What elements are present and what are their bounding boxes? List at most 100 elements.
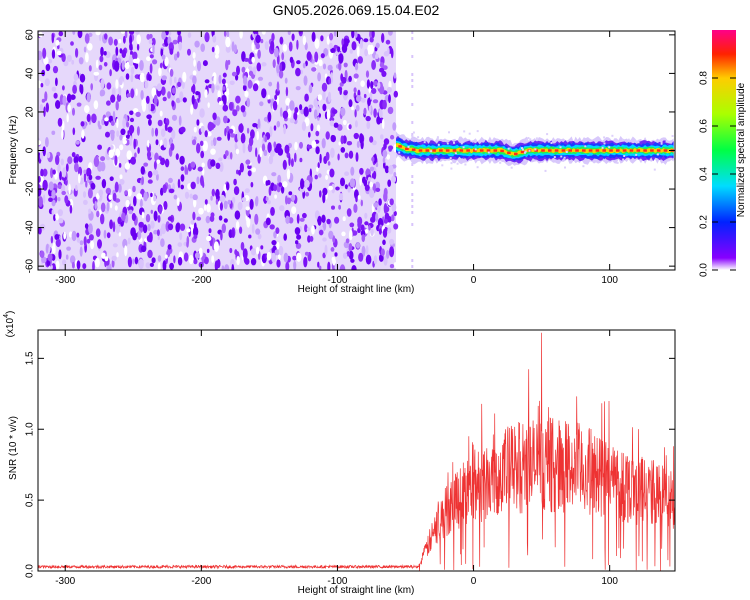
noise-blob: [147, 179, 153, 184]
snr-x-axis: -300 -200 -100 0 100: [55, 330, 618, 587]
noise-blob: [62, 259, 67, 266]
noise-blob: [39, 104, 44, 112]
noise-blob: [237, 130, 240, 142]
sparse-dot: [448, 131, 450, 134]
noise-blob: [51, 33, 55, 44]
noise-blob: [303, 75, 308, 86]
sparse-dot: [460, 142, 463, 145]
noise-blob: [327, 261, 331, 270]
noise-blob: [83, 46, 87, 53]
noise-blob: [159, 62, 163, 69]
signal-core-mark: [575, 149, 579, 152]
noise-blob: [349, 229, 353, 241]
noise-blob: [282, 181, 288, 188]
sparse-dot: [616, 161, 619, 164]
noise-blob: [38, 80, 42, 89]
noise-blob: [134, 256, 139, 265]
noise-blob: [344, 171, 350, 176]
noise-blob: [319, 153, 322, 164]
noise-blob: [368, 225, 371, 231]
noise-blob: [329, 42, 333, 49]
figure-title: GN05.2026.069.15.04.E02: [273, 2, 440, 18]
sparse-dot: [514, 142, 517, 145]
sparse-dot: [617, 140, 619, 143]
noise-blob: [42, 179, 48, 191]
noise-blob: [369, 44, 375, 55]
noise-blob: [210, 139, 214, 147]
noise-blob: [382, 99, 387, 110]
noise-blob: [305, 60, 308, 67]
noise-blob: [328, 230, 334, 240]
noise-blob: [162, 260, 167, 270]
noise-blob: [354, 120, 358, 128]
noise-blob: [314, 38, 320, 49]
noise-blob: [287, 31, 291, 36]
noise-blob: [346, 141, 353, 146]
noise-blob: [133, 138, 136, 150]
noise-blob: [155, 139, 159, 146]
noise-blob: [196, 119, 200, 126]
noise-blob: [257, 233, 262, 240]
noise-blob: [86, 238, 91, 244]
noise-blob: [192, 70, 197, 76]
noise-blob: [221, 78, 226, 85]
noise-blob: [345, 238, 350, 244]
noise-blob: [197, 166, 203, 172]
noise-blob: [380, 248, 385, 257]
noise-blob: [190, 104, 194, 115]
noise-blob: [296, 234, 302, 240]
spectrogram-y-axis: -60 -40 -20 0 20 40 60: [25, 29, 675, 273]
noise-blob: [187, 48, 191, 56]
noise-blob: [326, 36, 330, 45]
noise-blob: [212, 137, 217, 147]
streak-mark: [411, 205, 414, 208]
signal-core-mark: [616, 149, 620, 152]
noise-blob: [271, 252, 277, 263]
noise-blob: [95, 31, 101, 36]
signal-core-mark: [439, 149, 443, 152]
noise-blob: [293, 111, 298, 121]
noise-blob: [225, 36, 231, 48]
noise-blob: [318, 59, 323, 67]
noise-blob: [129, 124, 135, 134]
noise-blob: [158, 67, 162, 77]
noise-blob: [164, 56, 169, 67]
signal-core-mark: [656, 149, 661, 152]
noise-blob: [106, 232, 111, 239]
signal-core-mark: [629, 149, 634, 152]
noise-blob: [334, 264, 340, 270]
noise-blob: [38, 50, 43, 61]
noise-blob: [148, 39, 153, 45]
noise-blob: [173, 53, 178, 61]
x-tick-label: -200: [191, 576, 211, 587]
streak-mark: [411, 73, 414, 76]
noise-blob: [218, 157, 223, 162]
noise-blob: [320, 53, 325, 59]
noise-blob: [329, 120, 334, 127]
noise-blob: [232, 109, 238, 117]
noise-blob: [384, 165, 389, 174]
noise-blob: [346, 208, 352, 217]
noise-blob: [329, 117, 335, 122]
noise-blob: [293, 260, 297, 270]
noise-blob: [279, 107, 283, 117]
noise-blob: [388, 31, 393, 36]
noise-blob: [79, 73, 86, 83]
sparse-dot: [423, 141, 426, 144]
noise-blob: [307, 144, 313, 149]
noise-blob: [214, 260, 219, 270]
noise-blob: [168, 188, 175, 194]
sparse-dot: [510, 166, 513, 169]
noise-blob: [104, 33, 108, 40]
noise-blob: [257, 76, 264, 81]
noise-blob: [282, 110, 289, 120]
noise-blob: [63, 60, 69, 67]
noise-blob: [158, 205, 163, 215]
noise-blob: [213, 75, 217, 85]
noise-blob: [283, 233, 288, 241]
noise-blob: [242, 248, 248, 259]
noise-blob: [219, 161, 224, 173]
noise-blob: [136, 43, 140, 51]
noise-blob: [349, 49, 353, 54]
noise-blob: [160, 48, 164, 57]
